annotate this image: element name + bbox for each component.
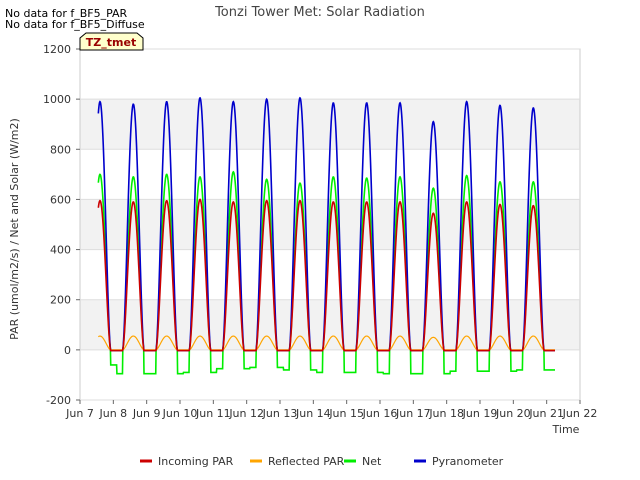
x-tick-label: Jun 15 xyxy=(328,407,364,420)
x-tick-label: Jun 10 xyxy=(162,407,198,420)
x-tick-label: Jun 19 xyxy=(462,407,498,420)
x-tick-label: Jun 11 xyxy=(195,407,231,420)
legend-label: Net xyxy=(362,455,382,468)
badge-label: TZ_tmet xyxy=(86,36,136,49)
band xyxy=(80,249,580,300)
legend-label: Pyranometer xyxy=(432,455,504,468)
x-tick-label: Jun 13 xyxy=(262,407,298,420)
x-tick-label: Jun 20 xyxy=(495,407,531,420)
y-tick-label: 0 xyxy=(64,344,71,357)
tz-tmet-badge: TZ_tmet xyxy=(79,32,144,51)
x-tick-label: Jun 21 xyxy=(528,407,564,420)
legend-label: Incoming PAR xyxy=(158,455,234,468)
y-tick-label: 800 xyxy=(50,143,71,156)
no-data-note-par: No data for f_BF5_PAR xyxy=(5,7,128,20)
y-axis-label: PAR (umol/m2/s) / Net and Solar (W/m2) xyxy=(8,118,21,340)
y-tick-label: 1000 xyxy=(43,93,71,106)
no-data-note-diffuse: No data for f_BF5_Diffuse xyxy=(5,18,145,31)
legend-label: Reflected PAR xyxy=(268,455,345,468)
series-line-incoming-par xyxy=(97,198,555,352)
y-ticks: -200 0 200 400 600 800 1000 1200 xyxy=(43,43,80,407)
y-tick-label: 1200 xyxy=(43,43,71,56)
x-tick-label: Jun 9 xyxy=(132,407,161,420)
series-lines xyxy=(97,96,555,375)
x-tick-label: Jun 17 xyxy=(395,407,431,420)
x-tick-label: Jun 14 xyxy=(295,407,331,420)
chart-title: Tonzi Tower Met: Solar Radiation xyxy=(214,5,425,20)
x-tick-label: Jun 8 xyxy=(98,407,127,420)
band xyxy=(80,349,580,400)
y-tick-label: 400 xyxy=(50,244,71,257)
y-tick-label: 600 xyxy=(50,193,71,206)
x-axis-label: Time xyxy=(552,423,580,436)
band xyxy=(80,299,580,350)
x-tick-label: Jun 18 xyxy=(428,407,464,420)
band xyxy=(80,49,580,100)
y-tick-label: 200 xyxy=(50,294,71,307)
y-tick-label: -200 xyxy=(46,394,71,407)
x-tick-label: Jun 16 xyxy=(362,407,398,420)
x-tick-label: Jun 12 xyxy=(228,407,264,420)
x-tick-label: Jun 22 xyxy=(562,407,598,420)
legend: Incoming PAR Reflected PAR Net Pyranometer xyxy=(140,455,504,468)
x-tick-label: Jun 7 xyxy=(65,407,94,420)
